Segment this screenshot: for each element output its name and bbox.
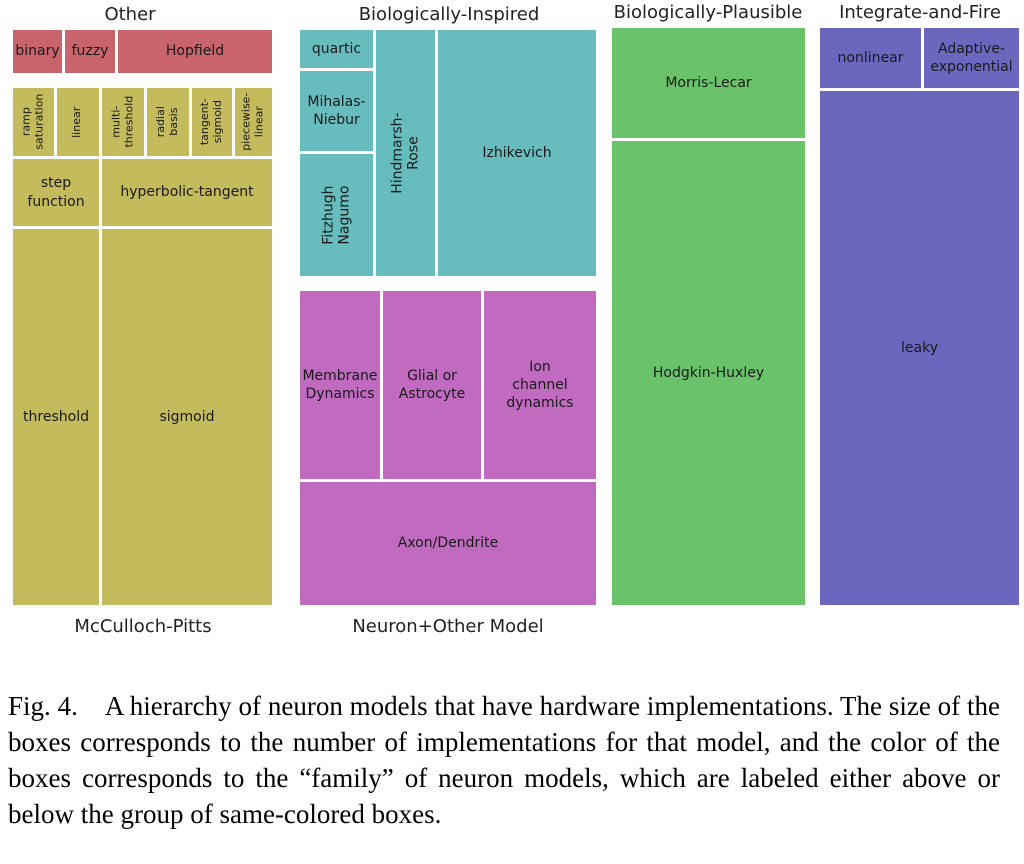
box-hopfield: Hopfield [116, 28, 274, 75]
box-hodgkin-huxley: Hodgkin-Huxley [610, 139, 807, 607]
label-multi-threshold: multi- threshold [109, 96, 135, 148]
box-izhikevich: Izhikevich [436, 28, 598, 278]
label-step-function: step function [27, 175, 85, 210]
label-hindmarsh-rose: Hindmarsh-Rose [389, 112, 422, 194]
label-axon-dendrite: Axon/Dendrite [397, 535, 499, 552]
label-glial-astrocyte: Glial or Astrocyte [398, 367, 466, 402]
group-title-neuron-other: Neuron+Other Model [352, 616, 544, 637]
label-linear: linear [70, 106, 84, 138]
box-morris-lecar: Morris-Lecar [610, 26, 807, 140]
box-multi-threshold: multi- threshold [100, 86, 146, 158]
box-axon-dendrite: Axon/Dendrite [298, 480, 598, 607]
label-hodgkin-huxley: Hodgkin-Huxley [652, 364, 765, 381]
group-title-mcculloch-pitts: McCulloch-Pitts [74, 616, 212, 637]
label-radial-basis: radial basis [154, 106, 180, 138]
label-adaptive-exponential: Adaptive- exponential [930, 40, 1013, 75]
box-tangent-sigmoid: tangent- sigmoid [190, 86, 234, 158]
label-piecewise-linear: piecewise- linear [239, 92, 266, 152]
group-title-biologically-inspired: Biologically-Inspired [358, 4, 540, 25]
label-hopfield: Hopfield [165, 43, 225, 60]
box-ion-channel: Ion channel dynamics [482, 289, 598, 481]
label-leaky: leaky [901, 339, 938, 356]
group-title-other: Other [104, 4, 156, 25]
group-title-integrate-and-fire: Integrate-and-Fire [839, 2, 1001, 23]
box-linear: linear [55, 86, 101, 158]
label-ramp-saturation: ramp saturation [19, 93, 46, 151]
label-quartic: quartic [311, 40, 362, 57]
box-threshold: threshold [11, 227, 101, 607]
box-binary: binary [11, 28, 64, 75]
label-hyperbolic-tangent: hyperbolic-tangent [120, 184, 254, 201]
group-title-biologically-plausible: Biologically-Plausible [613, 2, 803, 23]
label-ion-channel: Ion channel dynamics [506, 358, 574, 412]
figure-caption: Fig. 4. A hierarchy of neuron models tha… [8, 691, 1000, 829]
box-mihalas-niebur: Mihalas- Niebur [298, 69, 375, 153]
label-mihalas-niebur: Mihalas- Niebur [307, 93, 366, 128]
box-nonlinear: nonlinear [818, 26, 923, 90]
label-sigmoid: sigmoid [159, 408, 215, 425]
label-binary: binary [15, 43, 60, 60]
label-nonlinear: nonlinear [837, 49, 904, 66]
label-morris-lecar: Morris-Lecar [665, 74, 752, 91]
box-step-function: step function [11, 157, 101, 228]
box-ramp-saturation: ramp saturation [11, 86, 56, 158]
box-fitzhugh-nagumo: Fitzhugh Nagumo [298, 152, 375, 278]
label-tangent-sigmoid: tangent- sigmoid [198, 98, 224, 146]
label-fuzzy: fuzzy [71, 43, 109, 60]
box-membrane-dynamics: Membrane Dynamics [298, 289, 382, 481]
box-sigmoid: sigmoid [100, 227, 274, 607]
box-leaky: leaky [818, 89, 1021, 607]
box-quartic: quartic [298, 28, 375, 70]
label-threshold: threshold [23, 408, 89, 425]
box-hindmarsh-rose: Hindmarsh-Rose [374, 28, 437, 278]
label-membrane-dynamics: Membrane Dynamics [302, 367, 378, 402]
box-fuzzy: fuzzy [63, 28, 117, 75]
box-glial-astrocyte: Glial or Astrocyte [381, 289, 483, 481]
box-hyperbolic-tangent: hyperbolic-tangent [100, 157, 274, 228]
label-izhikevich: Izhikevich [482, 144, 552, 161]
box-piecewise-linear: piecewise- linear [233, 86, 274, 158]
label-fitzhugh-nagumo: Fitzhugh Nagumo [320, 185, 353, 245]
box-adaptive-exponential: Adaptive- exponential [922, 26, 1021, 90]
box-radial-basis: radial basis [145, 86, 191, 158]
